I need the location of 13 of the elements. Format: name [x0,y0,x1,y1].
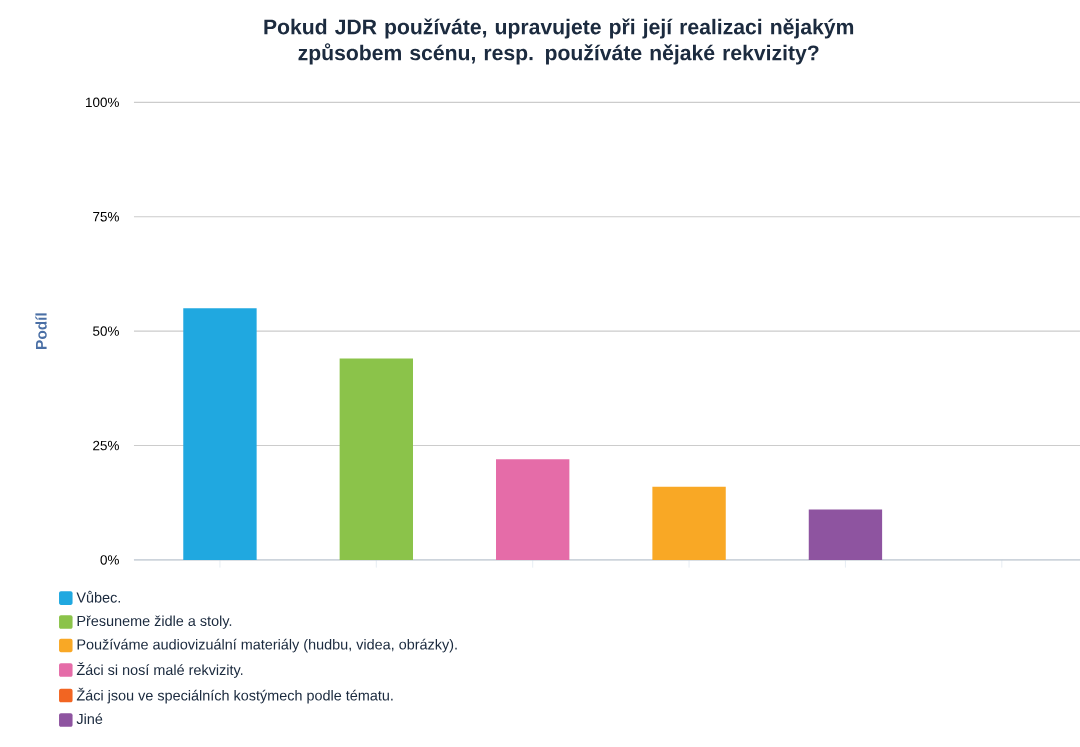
y-axis-title: Podíl [35,313,47,349]
y-tick-label: 0% [100,555,119,565]
y-tick-label: 50% [93,326,119,336]
legend-label: Vůbec. [76,590,120,603]
chart-title: Pokud JDR používáte, upravujete při její realizaci nějakým způsobem scénu, resp. používáte nějaké rekvizity? [264,18,854,65]
legend-label: Přesuneme židle a stoly. [77,615,232,629]
legend-label: Žáci jsou ve speciálních kostýmech podle tématu. [76,687,393,704]
y-tick-label: 25% [93,440,119,451]
y-tick-label: 100% [86,97,119,107]
legend-label: Používáme audiovizuální materiály (hudbu, videa, obrázky). [77,638,457,653]
y-tick-label: 75% [93,211,119,222]
legend-label: Žáci si nosí malé rekvizity. [76,662,243,678]
legend-label: Jiné [76,713,103,724]
